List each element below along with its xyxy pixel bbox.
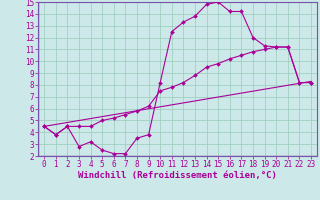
X-axis label: Windchill (Refroidissement éolien,°C): Windchill (Refroidissement éolien,°C) xyxy=(78,171,277,180)
